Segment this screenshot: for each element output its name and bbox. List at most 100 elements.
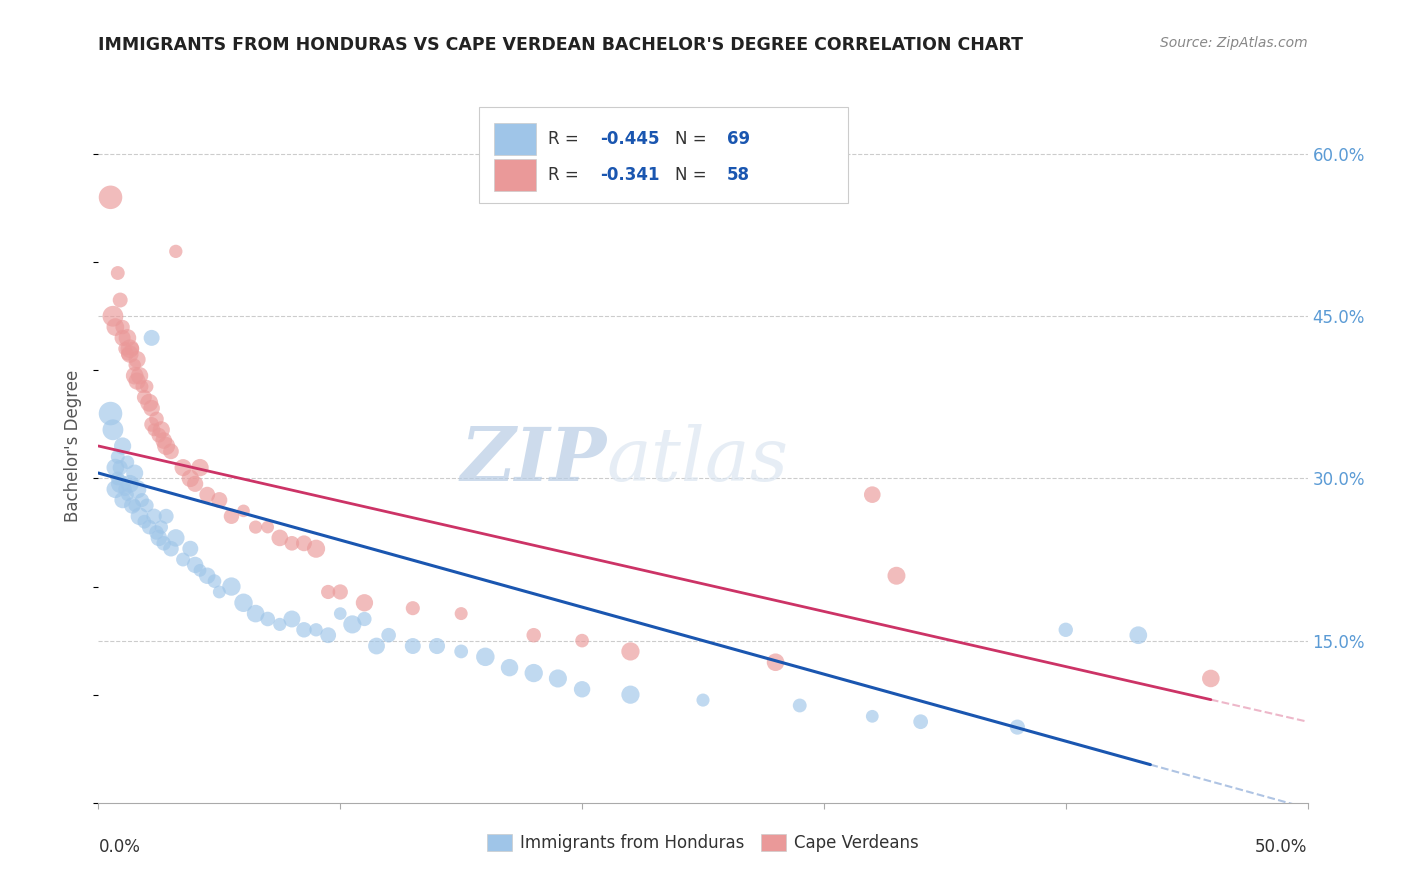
Point — [124, 368, 146, 383]
Point — [860, 709, 883, 723]
Point — [329, 607, 352, 621]
Point — [128, 509, 150, 524]
Point — [204, 574, 226, 589]
Point — [232, 596, 254, 610]
Point — [1199, 672, 1222, 686]
Text: atlas: atlas — [606, 424, 789, 497]
Point — [135, 379, 157, 393]
Point — [107, 471, 129, 485]
Point — [121, 342, 143, 356]
Point — [402, 601, 425, 615]
Text: 69: 69 — [727, 130, 751, 148]
Point — [316, 628, 339, 642]
Text: ZIP: ZIP — [460, 424, 606, 497]
Point — [329, 585, 352, 599]
Point — [160, 444, 183, 458]
Point — [450, 644, 472, 658]
Point — [111, 439, 134, 453]
FancyBboxPatch shape — [494, 123, 536, 155]
Point — [118, 347, 141, 361]
Point — [104, 320, 127, 334]
Point — [101, 310, 124, 324]
Point — [353, 596, 375, 610]
Point — [141, 417, 163, 432]
Point — [184, 558, 207, 572]
Text: R =: R = — [548, 166, 585, 184]
Point — [179, 471, 201, 485]
Text: 50.0%: 50.0% — [1256, 838, 1308, 856]
Point — [117, 488, 139, 502]
Point — [127, 352, 149, 367]
Point — [155, 439, 177, 453]
Point — [128, 368, 150, 383]
Point — [111, 493, 134, 508]
Point — [127, 482, 149, 496]
Point — [789, 698, 811, 713]
Point — [1007, 720, 1029, 734]
Point — [305, 623, 328, 637]
Point — [131, 379, 153, 393]
Point — [124, 466, 146, 480]
Point — [195, 568, 218, 582]
FancyBboxPatch shape — [479, 107, 848, 203]
Point — [150, 423, 173, 437]
Point — [104, 482, 127, 496]
Point — [547, 672, 569, 686]
Point — [101, 423, 124, 437]
Point — [141, 331, 163, 345]
Text: 0.0%: 0.0% — [98, 838, 141, 856]
Text: -0.445: -0.445 — [600, 130, 659, 148]
Point — [114, 482, 136, 496]
Point — [143, 509, 166, 524]
Text: R =: R = — [548, 130, 585, 148]
Point — [179, 541, 201, 556]
Point — [402, 639, 425, 653]
Point — [160, 541, 183, 556]
Text: Source: ZipAtlas.com: Source: ZipAtlas.com — [1160, 36, 1308, 50]
Point — [127, 374, 149, 388]
Point — [118, 342, 141, 356]
Point — [256, 520, 278, 534]
Point — [118, 476, 141, 491]
Point — [245, 607, 267, 621]
Point — [450, 607, 472, 621]
Point — [269, 617, 291, 632]
Point — [292, 536, 315, 550]
Point — [426, 639, 449, 653]
Point — [765, 655, 787, 669]
Point — [107, 266, 129, 280]
Point — [353, 612, 375, 626]
Point — [1054, 623, 1077, 637]
Point — [281, 536, 304, 550]
Point — [150, 520, 173, 534]
Point — [523, 666, 546, 681]
Point — [256, 612, 278, 626]
Point — [141, 401, 163, 416]
Point — [692, 693, 714, 707]
Point — [148, 531, 170, 545]
Point — [571, 633, 593, 648]
Point — [342, 617, 364, 632]
Point — [117, 347, 139, 361]
Point — [188, 563, 211, 577]
Point — [571, 682, 593, 697]
Point — [108, 476, 131, 491]
Point — [117, 455, 139, 469]
Point — [104, 460, 127, 475]
Point — [131, 493, 153, 508]
Point — [910, 714, 932, 729]
Point — [145, 525, 167, 540]
Point — [245, 520, 267, 534]
Point — [165, 531, 187, 545]
Point — [366, 639, 388, 653]
Point — [269, 531, 291, 545]
Point — [886, 568, 908, 582]
Y-axis label: Bachelor's Degree: Bachelor's Degree — [65, 370, 83, 522]
Point — [221, 580, 243, 594]
Point — [108, 460, 131, 475]
Point — [152, 536, 174, 550]
Point — [108, 293, 131, 307]
Point — [114, 342, 136, 356]
Point — [117, 331, 139, 345]
Point — [143, 423, 166, 437]
